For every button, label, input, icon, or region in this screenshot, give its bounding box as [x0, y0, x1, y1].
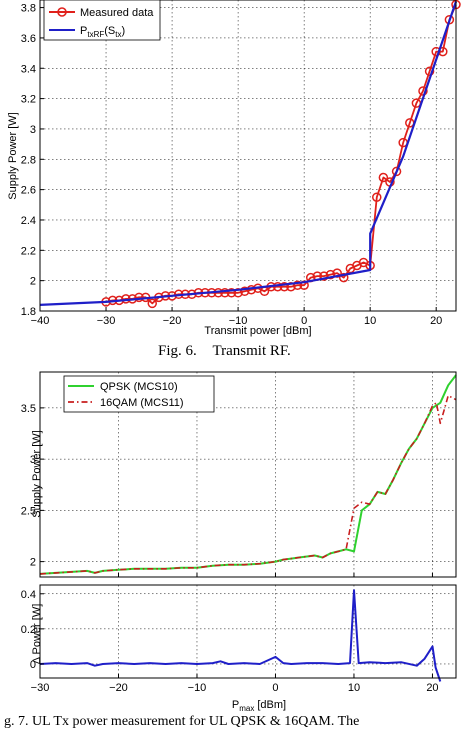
y-tick-label: 1.8: [21, 306, 36, 318]
chart1-series: [39, 0, 461, 309]
chart3-ylabel: Δ Power [W]: [31, 604, 43, 665]
x-tick-label: −20: [163, 315, 182, 327]
x-tick-label: 0: [272, 682, 278, 694]
fig7-caption: g. 7. UL Tx power measurement for UL QPS…: [4, 714, 360, 729]
chart2-frame: [39, 371, 457, 578]
legend-16qam-label: 16QAM (MCS11): [100, 397, 184, 409]
y-tick-label: 2.6: [21, 185, 36, 197]
y-tick-label: 0.4: [21, 589, 36, 601]
x-tick-label: −10: [229, 315, 248, 327]
chart1-grid: [39, 0, 456, 312]
y-tick-label: 3: [30, 124, 36, 136]
x-tick-label: 10: [364, 315, 376, 327]
chart1-frame: [39, 0, 457, 312]
chart3-frame: [39, 584, 457, 679]
y-tick-label: 2.5: [21, 505, 36, 517]
y-tick-label: 2.4: [21, 215, 36, 227]
data-point: [391, 166, 402, 177]
chart1-legend: Measured data PtxRF(Stx): [43, 0, 161, 41]
qam16-line: [39, 394, 457, 575]
y-tick-label: 3.8: [21, 3, 36, 15]
fig6-caption: Fig. 6. Transmit RF.: [158, 343, 291, 360]
chart1-ticks: −40 −30 −20 −10 0 10 20 1.8 2 2.2 2.4 2.6 2.8 3 3.2 3.4…: [21, 3, 443, 327]
x-tick-label: 10: [348, 682, 360, 694]
data-point: [226, 288, 237, 298]
data-point: [378, 172, 389, 183]
chart2-ylabel: Supply Power [W]: [31, 430, 43, 517]
y-tick-label: 3.6: [21, 33, 36, 45]
chart3-series: [39, 589, 442, 682]
y-tick-label: 0.2: [21, 624, 36, 636]
data-point: [338, 272, 349, 283]
x-tick-label: 20: [426, 682, 438, 694]
y-tick-label: 3.4: [21, 63, 36, 75]
data-point: [372, 192, 382, 202]
legend-measured-marker: [57, 7, 67, 17]
legend-measured-label: Measured data: [80, 7, 154, 19]
chart2-series: [39, 374, 457, 575]
y-tick-label: 2.8: [21, 154, 36, 166]
fig6-caption-prefix: Fig. 6.: [158, 343, 197, 359]
y-tick-label: 3.5: [21, 403, 36, 415]
chart2-ticks: 2 2.5 3 3.5: [21, 403, 433, 577]
x-tick-label: −30: [31, 682, 50, 694]
chart1-xlabel: Transmit power [dBm]: [204, 325, 311, 337]
chart3-xlabel: Pmax [dBm]: [232, 699, 286, 713]
data-point: [239, 286, 250, 297]
y-tick-label: 2: [30, 557, 36, 569]
data-point: [424, 66, 435, 77]
y-tick-label: 2.2: [21, 245, 36, 257]
data-point: [325, 269, 336, 280]
data-point: [319, 271, 329, 281]
fig6-caption-title: Transmit RF.: [212, 343, 291, 359]
data-point: [431, 46, 441, 57]
x-tick-label: 0: [301, 315, 307, 327]
transmit-rf-chart: −40 −30 −20 −10 0 10 20 1.8 2 2.2 2.4 2.6 2.8 3 3.2 3.4…: [7, 0, 461, 337]
legend-qpsk-label: QPSK (MCS10): [100, 381, 178, 393]
data-point: [220, 288, 230, 298]
x-tick-label: 20: [430, 315, 442, 327]
delta-power-chart: −30 −20 −10 0 10 20 0 0.2 0.4 Δ Power [W] Pmax [d…: [21, 584, 457, 713]
y-tick-label: 3.2: [21, 94, 36, 106]
delta-power-line: [39, 589, 442, 682]
x-tick-label: −30: [97, 315, 116, 327]
model-line: [39, 1, 458, 306]
x-tick-label: −10: [188, 682, 207, 694]
data-point: [134, 292, 144, 303]
supply-power-chart: 2 2.5 3 3.5 Supply Power [W] QPSK (MCS10) 1…: [21, 371, 457, 578]
data-point: [292, 280, 303, 290]
x-tick-label: −20: [109, 682, 128, 694]
chart2-legend: QPSK (MCS10) 16QAM (MCS11): [63, 375, 215, 413]
chart1-ylabel: Supply Power [W]: [7, 112, 19, 199]
data-point: [147, 298, 158, 309]
chart3-ticks: −30 −20 −10 0 10 20 0 0.2 0.4: [21, 589, 439, 694]
data-point: [279, 281, 290, 292]
y-tick-label: 3: [30, 454, 36, 466]
y-tick-label: 2: [30, 276, 36, 288]
x-tick-label: −40: [31, 315, 50, 327]
y-tick-label: 0: [30, 659, 36, 671]
